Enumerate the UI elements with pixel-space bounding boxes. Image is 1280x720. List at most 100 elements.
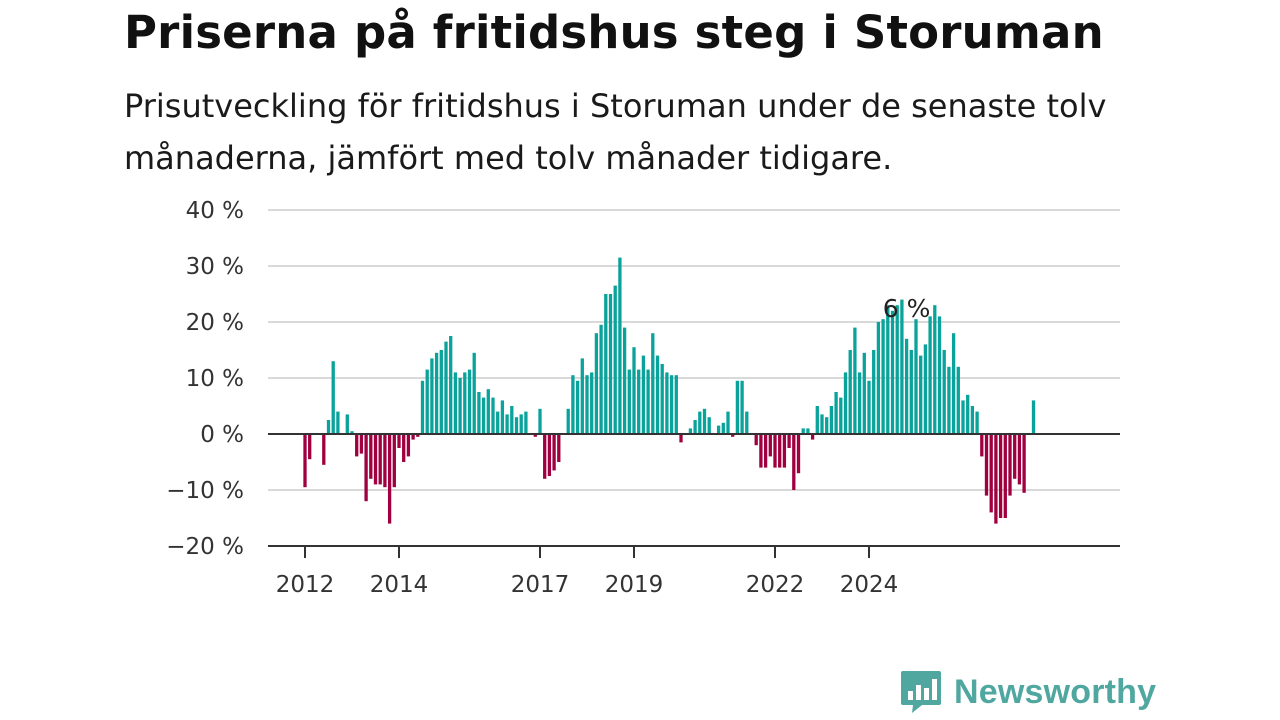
bar — [745, 411, 749, 434]
bar — [467, 369, 472, 434]
bar — [961, 400, 965, 434]
annotations: 6 % — [883, 294, 931, 323]
bar — [411, 434, 415, 440]
bar — [994, 434, 998, 524]
bar — [1022, 434, 1026, 493]
bar — [778, 434, 782, 468]
bar — [533, 434, 537, 437]
bar — [726, 411, 730, 434]
bar — [477, 392, 481, 434]
bar — [862, 352, 866, 434]
bar — [867, 380, 871, 434]
bar — [463, 372, 467, 434]
y-tick-label: 30 % — [186, 254, 244, 280]
bar — [524, 411, 528, 434]
y-axis-labels: 40 % 30 % 20 % 10 % 0 % −10 % −20 % — [166, 198, 244, 560]
bar — [698, 411, 702, 434]
bar — [472, 352, 476, 434]
x-tick-label: 2012 — [276, 572, 335, 598]
bar — [590, 372, 594, 434]
bar — [787, 434, 791, 448]
bar — [834, 392, 838, 434]
bar — [416, 434, 420, 437]
bar — [665, 372, 669, 434]
bar — [679, 434, 683, 443]
bar — [773, 434, 777, 468]
bar — [669, 375, 674, 434]
newsworthy-logo-icon — [901, 671, 941, 713]
bar — [792, 434, 796, 490]
bar — [876, 322, 881, 434]
bar — [721, 422, 725, 434]
chart-title: Priserna på fritidshus steg i Storuman — [124, 6, 1104, 59]
bar — [740, 380, 744, 434]
bar — [843, 372, 848, 434]
bar — [759, 434, 763, 468]
brand: Newsworthy — [900, 670, 1156, 714]
x-tick-label: 2017 — [511, 572, 570, 598]
bar — [406, 434, 411, 457]
bar — [519, 414, 523, 434]
bar — [1003, 434, 1007, 518]
x-tick-label: 2022 — [746, 572, 805, 598]
bar — [763, 434, 768, 468]
bar — [355, 434, 359, 457]
bar — [543, 434, 547, 479]
axes — [268, 433, 1120, 558]
bar — [782, 434, 787, 468]
bar — [646, 369, 650, 434]
bar — [956, 366, 960, 434]
bar — [303, 434, 307, 488]
bar — [937, 316, 942, 434]
bar — [975, 411, 979, 434]
y-tick-label: 40 % — [186, 198, 244, 224]
bar — [604, 294, 608, 434]
bar — [547, 434, 552, 476]
y-tick-label: 0 % — [200, 422, 244, 448]
y-tick-label: −20 % — [166, 534, 244, 560]
bar — [557, 434, 561, 462]
bar — [510, 406, 514, 434]
bar — [425, 369, 429, 434]
bar — [496, 411, 500, 434]
x-tick-label: 2024 — [840, 572, 899, 598]
bar — [857, 372, 862, 434]
bar — [402, 434, 406, 462]
bar — [942, 350, 946, 434]
bar — [890, 310, 895, 434]
bar — [829, 406, 834, 434]
bar — [486, 389, 490, 434]
bars — [303, 257, 1036, 524]
bar — [613, 285, 617, 434]
bar — [815, 406, 819, 434]
grid-lines — [268, 209, 1120, 491]
bar — [397, 434, 401, 448]
bar — [928, 316, 932, 434]
y-tick-label: −10 % — [166, 478, 244, 504]
bar — [373, 434, 378, 485]
bar — [430, 358, 434, 434]
bar — [933, 305, 937, 434]
bar — [660, 364, 664, 434]
bar — [914, 319, 918, 434]
bar — [378, 434, 382, 485]
bar — [984, 434, 989, 496]
bar — [1017, 434, 1022, 485]
bar — [904, 338, 909, 434]
bar — [387, 434, 392, 524]
bar — [886, 305, 890, 434]
bar — [810, 434, 815, 440]
bar — [420, 380, 425, 434]
bar — [702, 408, 707, 434]
bar — [970, 406, 975, 434]
bar — [655, 355, 660, 434]
bar — [571, 375, 575, 434]
bar — [322, 434, 326, 465]
bar — [364, 434, 368, 502]
bar — [947, 366, 951, 434]
bar — [735, 380, 740, 434]
bar — [919, 355, 923, 434]
bar — [998, 434, 1003, 518]
bar — [514, 417, 519, 434]
